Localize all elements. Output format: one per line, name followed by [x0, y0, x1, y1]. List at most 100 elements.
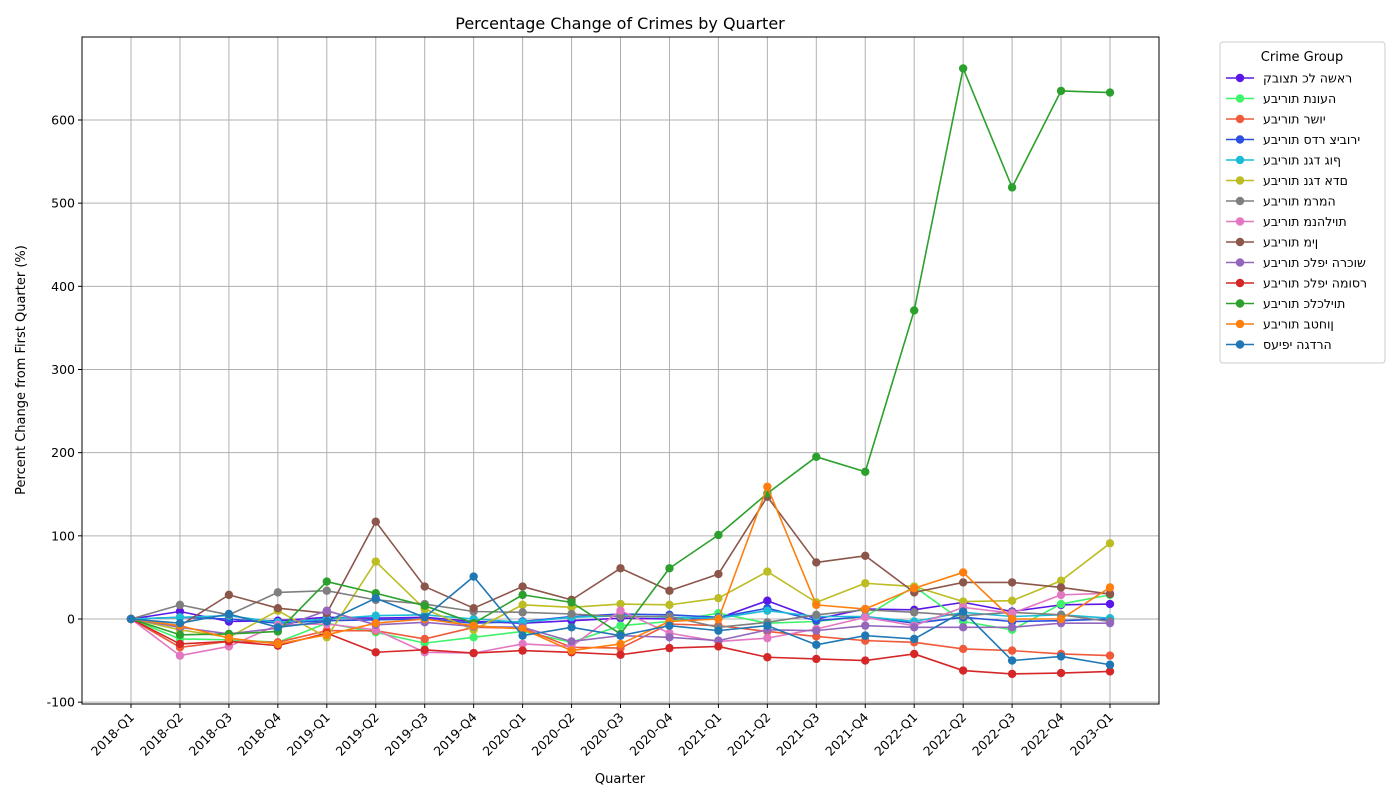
data-point [910, 649, 919, 659]
data-point [175, 618, 185, 628]
legend-item: יושר תוריבע [1226, 112, 1326, 127]
data-point [714, 642, 723, 651]
legend-label: ףוג דגנ תוריבע [1263, 153, 1341, 168]
data-point [910, 584, 919, 593]
data-point [371, 648, 380, 657]
data-point [469, 633, 478, 642]
legend-item: הרדגה יפיעס [1226, 337, 1332, 352]
x-tick-label: 2021-Q3 [773, 710, 822, 759]
legend-item: ןוחטב תוריבע [1226, 317, 1334, 332]
data-point [567, 598, 576, 607]
x-tick-label: 2020-Q3 [577, 710, 626, 759]
data-point [616, 606, 625, 615]
data-point [958, 623, 968, 632]
x-tick-label: 2021-Q1 [675, 710, 724, 759]
data-point [763, 567, 772, 576]
data-point [812, 654, 821, 664]
data-point [1056, 590, 1066, 600]
data-point [175, 630, 185, 640]
data-point [469, 572, 478, 581]
data-point [958, 597, 968, 606]
data-point [714, 594, 723, 603]
data-point [469, 603, 478, 613]
legend-item: שוכרה יפלכ תוריבע [1226, 255, 1366, 270]
data-point [958, 666, 968, 675]
data-point [861, 656, 870, 665]
data-point [175, 651, 185, 660]
x-tick-label: 2022-Q2 [920, 710, 969, 759]
data-point [420, 613, 429, 622]
data-point [714, 614, 723, 624]
data-point [861, 613, 870, 622]
data-point [371, 517, 380, 526]
data-point [665, 564, 674, 573]
data-point [665, 621, 674, 630]
y-tick-label: -100 [47, 695, 75, 710]
data-point [958, 607, 968, 616]
data-point [958, 568, 968, 577]
legend-label: ראשה לכ תצובק [1263, 71, 1352, 86]
data-point [714, 626, 723, 635]
data-point [910, 634, 919, 644]
data-point [616, 612, 625, 621]
legend-item: םדא דגנ תוריבע [1226, 173, 1348, 188]
data-point [322, 630, 331, 640]
y-tick-label: 0 [67, 612, 75, 627]
data-point [224, 609, 234, 619]
data-point [861, 579, 870, 588]
legend-label: הרדגה יפיעס [1263, 337, 1332, 352]
data-point [1105, 589, 1115, 599]
data-point [812, 610, 821, 620]
x-tick-label: 2019-Q3 [382, 710, 431, 759]
data-point [1007, 608, 1017, 618]
data-point [861, 621, 870, 630]
data-point [763, 482, 772, 491]
data-point [763, 606, 772, 615]
legend-label: ןימ תוריבע [1263, 235, 1318, 250]
y-axis-title: Percent Change from First Quarter (%) [14, 245, 29, 495]
data-point [714, 530, 723, 540]
data-point [1105, 583, 1115, 592]
data-point [958, 644, 968, 654]
data-point [469, 648, 478, 658]
data-point [273, 603, 283, 613]
legend-item: המרמ תוריבע [1226, 194, 1336, 209]
data-point [175, 600, 185, 610]
series-8 [126, 492, 1115, 630]
legend-label: שוכרה יפלכ תוריבע [1263, 255, 1366, 270]
data-point [371, 618, 380, 628]
data-point [616, 621, 625, 630]
data-point [1007, 183, 1017, 192]
data-point [665, 600, 674, 610]
data-point [175, 639, 185, 649]
data-point [714, 569, 723, 579]
data-point [616, 564, 625, 573]
data-point [1056, 668, 1066, 678]
data-point [420, 645, 429, 654]
data-point [518, 608, 527, 617]
data-point [616, 650, 625, 659]
data-point [1007, 596, 1017, 605]
data-point [518, 631, 527, 640]
data-point [861, 467, 870, 476]
data-point [861, 551, 870, 560]
data-point [469, 621, 478, 630]
data-point [518, 624, 527, 634]
legend-item: ראשה לכ תצובק [1226, 71, 1352, 86]
data-point [861, 631, 870, 640]
legend-marker [1235, 196, 1245, 206]
legend-marker [1235, 340, 1245, 349]
data-point [371, 594, 380, 603]
data-point [273, 623, 283, 632]
data-point [958, 64, 968, 73]
data-point [518, 600, 527, 610]
x-tick-label: 2022-Q4 [1018, 709, 1067, 758]
legend-marker [1235, 176, 1245, 185]
x-tick-label: 2020-Q4 [626, 709, 675, 758]
legend-marker [1235, 217, 1245, 226]
x-axis: 2018-Q1 2018-Q2 2018-Q3 2018-Q4 2019-Q1 2019-… [88, 704, 1116, 759]
data-point [126, 614, 136, 624]
data-point [518, 582, 527, 591]
data-point [812, 452, 821, 462]
